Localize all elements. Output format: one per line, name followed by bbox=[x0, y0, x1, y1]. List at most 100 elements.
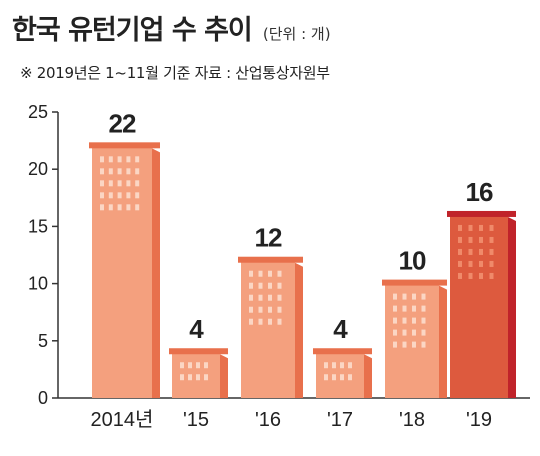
value-label-1: 4 bbox=[189, 314, 204, 344]
bar-window bbox=[277, 294, 282, 301]
bar-window bbox=[468, 272, 473, 279]
bar-window bbox=[117, 168, 122, 175]
bar-window bbox=[412, 317, 416, 324]
bar-window bbox=[108, 168, 113, 175]
bar-0 bbox=[89, 142, 160, 398]
bar-window bbox=[340, 362, 344, 369]
value-label-4: 10 bbox=[399, 246, 426, 276]
bar-3 bbox=[313, 348, 372, 398]
bar-window bbox=[126, 180, 131, 187]
bar-window bbox=[100, 204, 104, 211]
bar-window bbox=[188, 374, 192, 381]
bar-side bbox=[220, 354, 228, 398]
bar-window bbox=[277, 318, 282, 325]
bar-window bbox=[258, 306, 263, 313]
bar-window bbox=[458, 248, 462, 255]
category-label-0: 2014년 bbox=[91, 408, 154, 431]
bar-window bbox=[117, 192, 122, 199]
category-label-3: '17 bbox=[327, 409, 353, 431]
bar-front bbox=[92, 146, 152, 398]
bar-window bbox=[135, 180, 140, 187]
value-label-5: 16 bbox=[466, 177, 493, 207]
bar-window bbox=[324, 374, 328, 381]
bar-window bbox=[412, 305, 416, 312]
bar-roof bbox=[169, 348, 228, 355]
footnote: ※ 2019년은 1~11월 기준 자료 : 산업통상자원부 bbox=[20, 64, 330, 82]
bar-window bbox=[100, 168, 104, 175]
bar-window bbox=[468, 236, 473, 243]
bar-window bbox=[117, 180, 122, 187]
value-label-2: 12 bbox=[255, 223, 282, 253]
bar-side bbox=[508, 216, 516, 398]
bar-window bbox=[468, 260, 473, 267]
bar-window bbox=[340, 374, 344, 381]
bar-window bbox=[126, 156, 131, 163]
bar-window bbox=[402, 317, 407, 324]
category-label-5: '19 bbox=[466, 409, 492, 431]
bar-window bbox=[268, 270, 272, 277]
bar-window bbox=[332, 362, 336, 369]
bar-roof bbox=[89, 142, 160, 149]
bar-roof bbox=[238, 256, 303, 263]
bar-window bbox=[412, 329, 416, 336]
bar-window bbox=[393, 341, 397, 348]
bar-window bbox=[393, 305, 397, 312]
bar-window bbox=[100, 192, 104, 199]
y-tick-label: 10 bbox=[28, 274, 48, 294]
bars-layer bbox=[89, 142, 516, 398]
bar-roof bbox=[313, 348, 372, 355]
y-tick-label: 5 bbox=[38, 331, 48, 351]
bar-window bbox=[249, 294, 253, 301]
bar-window bbox=[412, 293, 416, 300]
bar-window bbox=[135, 204, 140, 211]
bar-window bbox=[421, 293, 426, 300]
labels-layer: 22 2014년 4 '15 12 '16 4 '17 10 '18 16 '19 bbox=[91, 108, 494, 431]
chart-title: 한국 유턴기업 수 추이 bbox=[12, 15, 253, 46]
bar-window bbox=[204, 362, 208, 369]
bar-roof bbox=[382, 279, 447, 286]
bar-window bbox=[393, 329, 397, 336]
bar-window bbox=[402, 305, 407, 312]
bar-front bbox=[385, 283, 439, 398]
category-label-2: '16 bbox=[255, 409, 281, 431]
bar-window bbox=[479, 260, 483, 267]
bar-window bbox=[126, 168, 131, 175]
bar-window bbox=[117, 156, 122, 163]
bar-window bbox=[135, 168, 140, 175]
bar-window bbox=[458, 236, 462, 243]
bar-window bbox=[100, 180, 104, 187]
bar-window bbox=[421, 317, 426, 324]
bar-window bbox=[204, 374, 208, 381]
bar-window bbox=[196, 374, 200, 381]
bar-roof bbox=[447, 210, 516, 217]
y-tick-label: 0 bbox=[38, 388, 48, 408]
bar-window bbox=[489, 260, 494, 267]
bar-window bbox=[402, 329, 407, 336]
bar-window bbox=[108, 180, 113, 187]
category-label-4: '18 bbox=[399, 409, 425, 431]
title-block: 한국 유턴기업 수 추이 (단위 : 개) bbox=[12, 8, 532, 47]
bar-window bbox=[402, 341, 407, 348]
bar-window bbox=[393, 317, 397, 324]
bar-window bbox=[458, 272, 462, 279]
bar-window bbox=[180, 374, 184, 381]
bar-window bbox=[348, 374, 352, 381]
axis-layer: 0 5 10 15 20 25 bbox=[28, 102, 530, 408]
value-label-0: 22 bbox=[109, 108, 136, 138]
bar-window bbox=[258, 282, 263, 289]
bar-window bbox=[421, 329, 426, 336]
bar-window bbox=[421, 341, 426, 348]
bar-window bbox=[348, 362, 352, 369]
bar-window bbox=[393, 293, 397, 300]
bar-window bbox=[458, 260, 462, 267]
bar-window bbox=[258, 270, 263, 277]
bar-1 bbox=[169, 348, 228, 398]
bar-front bbox=[241, 260, 295, 398]
bar-window bbox=[135, 192, 140, 199]
bar-window bbox=[402, 293, 407, 300]
bar-window bbox=[479, 224, 483, 231]
bar-side bbox=[295, 262, 303, 398]
bar-window bbox=[268, 294, 272, 301]
bar-window bbox=[277, 282, 282, 289]
